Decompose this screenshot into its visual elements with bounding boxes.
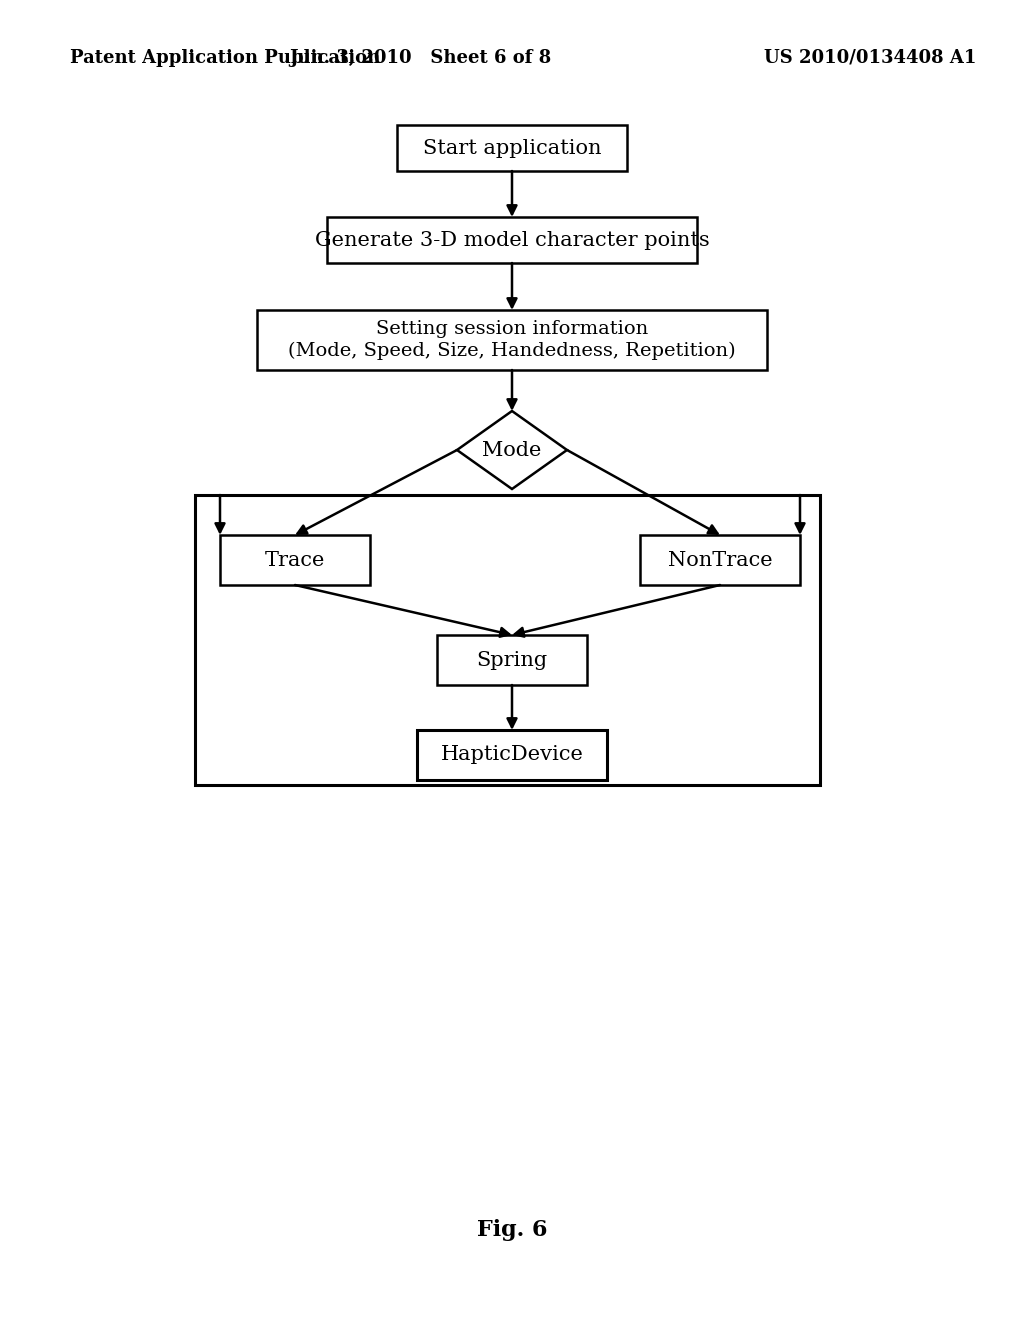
Bar [640, 535, 800, 585]
Bar [327, 216, 697, 263]
Text: Fig. 6: Fig. 6 [477, 1218, 547, 1241]
Bar [220, 535, 370, 585]
Text: Patent Application Publication: Patent Application Publication [70, 49, 380, 67]
Text: US 2010/0134408 A1: US 2010/0134408 A1 [764, 49, 976, 67]
Bar [417, 730, 607, 780]
Text: Setting session information
(Mode, Speed, Size, Handedness, Repetition): Setting session information (Mode, Speed… [288, 321, 736, 359]
Text: Start application: Start application [423, 139, 601, 157]
Text: Generate 3-D model character points: Generate 3-D model character points [314, 231, 710, 249]
Text: Spring: Spring [476, 651, 548, 669]
Text: NonTrace: NonTrace [668, 550, 772, 569]
Text: Jun. 3, 2010   Sheet 6 of 8: Jun. 3, 2010 Sheet 6 of 8 [289, 49, 551, 67]
Bar [437, 635, 587, 685]
Bar [257, 310, 767, 370]
Text: HapticDevice: HapticDevice [440, 746, 584, 764]
Bar [397, 125, 627, 172]
Bar [195, 495, 820, 785]
Text: Mode: Mode [482, 441, 542, 459]
Text: Trace: Trace [265, 550, 326, 569]
Polygon shape [457, 411, 567, 488]
